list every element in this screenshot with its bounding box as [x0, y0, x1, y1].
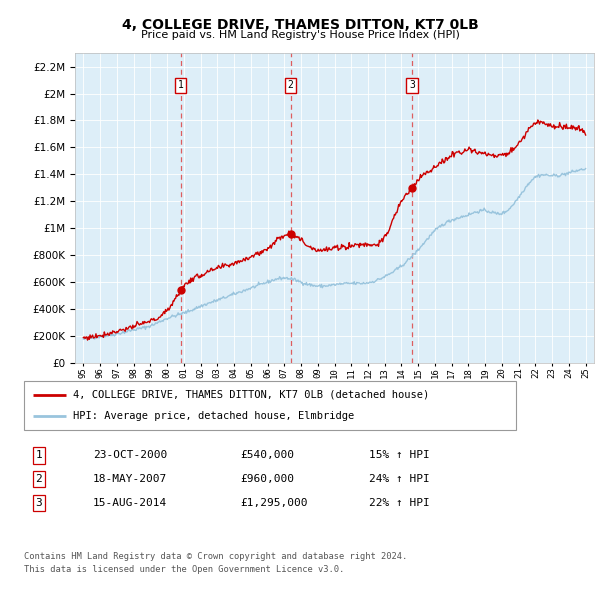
- Text: HPI: Average price, detached house, Elmbridge: HPI: Average price, detached house, Elmb…: [73, 411, 355, 421]
- Text: 2: 2: [35, 474, 43, 484]
- Text: 4, COLLEGE DRIVE, THAMES DITTON, KT7 0LB: 4, COLLEGE DRIVE, THAMES DITTON, KT7 0LB: [122, 18, 478, 32]
- Text: £1,295,000: £1,295,000: [240, 498, 308, 507]
- Text: Price paid vs. HM Land Registry's House Price Index (HPI): Price paid vs. HM Land Registry's House …: [140, 30, 460, 40]
- Text: 23-OCT-2000: 23-OCT-2000: [93, 451, 167, 460]
- Text: 2: 2: [287, 80, 293, 90]
- Text: 22% ↑ HPI: 22% ↑ HPI: [369, 498, 430, 507]
- Text: 18-MAY-2007: 18-MAY-2007: [93, 474, 167, 484]
- Text: 15% ↑ HPI: 15% ↑ HPI: [369, 451, 430, 460]
- Text: 1: 1: [178, 80, 184, 90]
- Text: £540,000: £540,000: [240, 451, 294, 460]
- Text: Contains HM Land Registry data © Crown copyright and database right 2024.: Contains HM Land Registry data © Crown c…: [24, 552, 407, 560]
- Text: 15-AUG-2014: 15-AUG-2014: [93, 498, 167, 507]
- Text: 4, COLLEGE DRIVE, THAMES DITTON, KT7 0LB (detached house): 4, COLLEGE DRIVE, THAMES DITTON, KT7 0LB…: [73, 389, 430, 399]
- Text: 3: 3: [35, 498, 43, 507]
- Text: 24% ↑ HPI: 24% ↑ HPI: [369, 474, 430, 484]
- Text: £960,000: £960,000: [240, 474, 294, 484]
- Text: 1: 1: [35, 451, 43, 460]
- Text: This data is licensed under the Open Government Licence v3.0.: This data is licensed under the Open Gov…: [24, 565, 344, 574]
- Text: 3: 3: [409, 80, 415, 90]
